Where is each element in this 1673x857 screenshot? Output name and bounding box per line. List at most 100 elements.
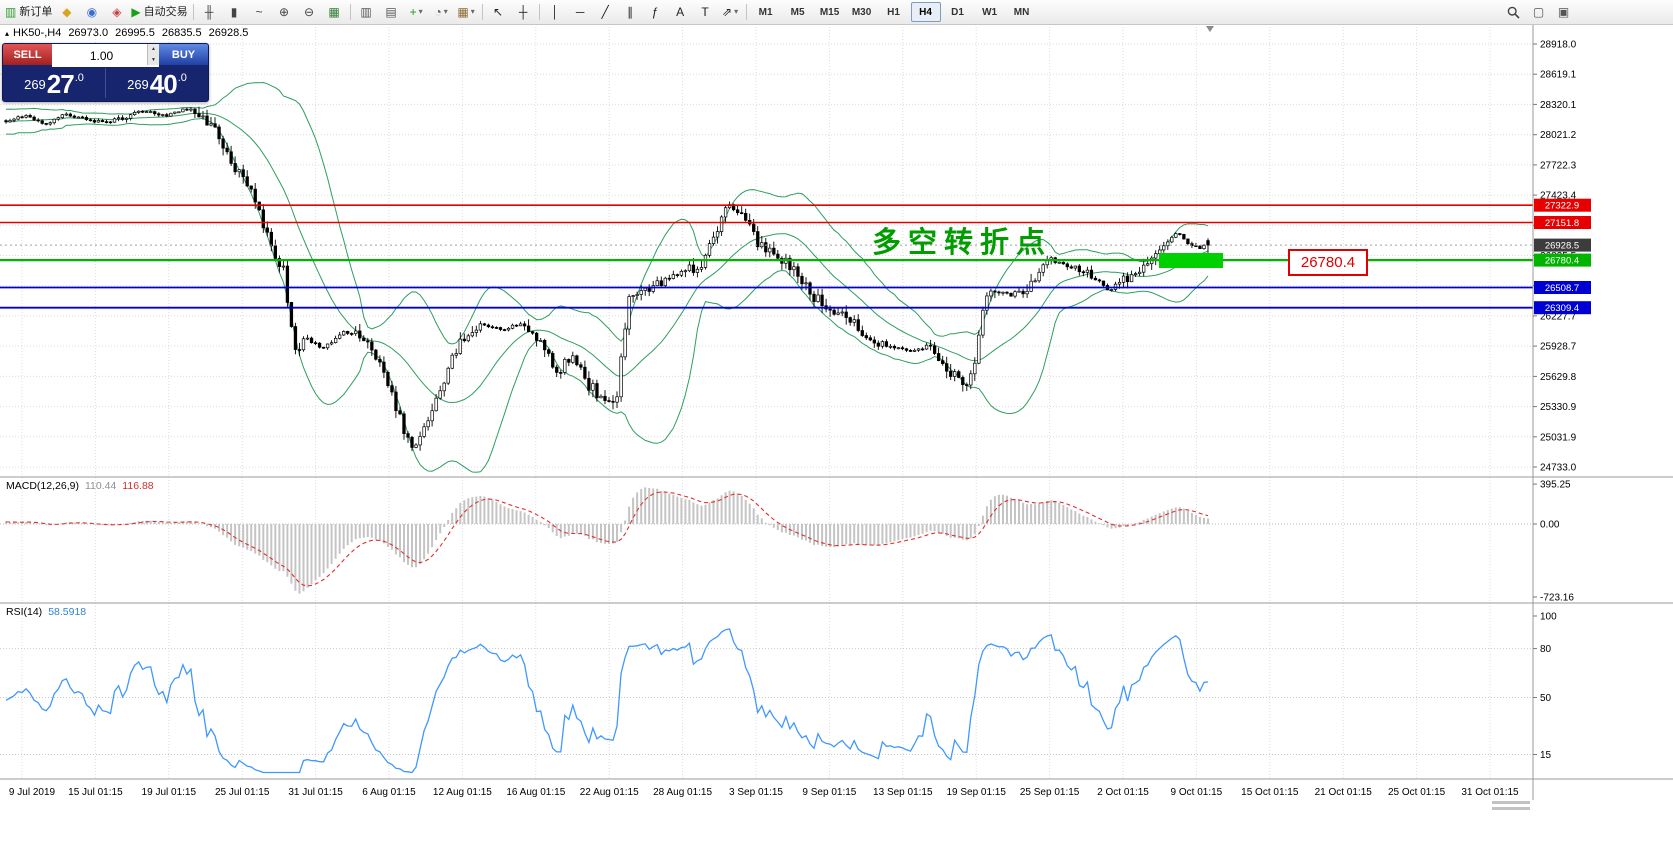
price-tag [1534, 198, 1591, 212]
text-button[interactable]: A [668, 2, 693, 22]
candles-mode-button[interactable]: ▮ [222, 2, 247, 22]
volume-down-button[interactable]: ▼ [148, 54, 159, 65]
chart-title: ▴ HK50-,H4 26973.0 26995.5 26835.5 26928… [5, 27, 248, 39]
window-list-button[interactable]: ▣ [1551, 2, 1576, 22]
price-axis-label: 28021.2 [1540, 130, 1577, 141]
price-tag-label: 26508.7 [1545, 283, 1579, 294]
candles-mode-icon: ▮ [230, 5, 238, 19]
rsi-axis-label: 50 [1540, 693, 1552, 704]
volume-input[interactable] [52, 44, 159, 67]
templates-icon: ▦ [457, 5, 469, 19]
channel-button[interactable]: ∥ [618, 2, 643, 22]
time-axis-label: 13 Sep 01:15 [873, 787, 933, 798]
autotrading-button[interactable]: ▶ 自动交易 [129, 2, 189, 22]
macd-value-signal: 116.88 [122, 480, 154, 492]
macd-name: MACD(12,26,9) [6, 480, 79, 492]
horizontal-line-button[interactable]: ─ [568, 2, 593, 22]
price-axis-label: 28918.0 [1540, 40, 1577, 51]
rsi-axis-label: 100 [1540, 612, 1557, 623]
new-window-icon: ▢ [1532, 5, 1545, 19]
time-axis-label: 16 Aug 01:15 [506, 787, 565, 798]
price-tag [1534, 238, 1591, 252]
one-click-collapse-icon[interactable]: ▴ [5, 28, 10, 38]
time-axis-label: 19 Jul 01:15 [142, 787, 197, 798]
volume-up-button[interactable]: ▲ [148, 44, 159, 55]
search-button[interactable] [1501, 2, 1526, 22]
timeframe-w1-button[interactable]: W1 [982, 6, 998, 18]
rsi-axis-label: 15 [1540, 750, 1552, 761]
toolbar-separator [192, 4, 194, 20]
metaeditor-button[interactable]: ◆ [54, 2, 79, 22]
chart-shift-button[interactable]: ▤ [379, 2, 404, 22]
turning-point-annotation: 多空转折点 [872, 227, 1053, 259]
shapes-button[interactable]: ⇗ ▾ [718, 2, 743, 22]
price-axis-label: 24733.0 [1540, 463, 1577, 474]
price-axis-label: 28320.1 [1540, 100, 1577, 111]
price-axis-label: 25928.7 [1540, 342, 1577, 353]
zoom-out-button[interactable]: ⊖ [297, 2, 322, 22]
scroll-grip[interactable] [1492, 801, 1530, 810]
shift-marker-icon[interactable] [1206, 26, 1214, 32]
chart-shift-icon: ▤ [385, 5, 397, 19]
indicators-button[interactable]: + ▾ [404, 2, 429, 22]
crosshair-button[interactable]: ┼ [511, 2, 536, 22]
sell-button[interactable]: SELL [3, 44, 52, 65]
timeframe-h1-button[interactable]: H1 [887, 6, 900, 18]
ohlc-low: 26835.5 [161, 27, 202, 39]
bars-mode-button[interactable]: ╫ [197, 2, 222, 22]
horizontal-line-icon: ─ [575, 5, 585, 19]
toolbar-right: ▢ ▣ [1501, 2, 1576, 22]
toolbar-separator [481, 4, 483, 20]
timeframe-m5-button[interactable]: M5 [790, 6, 805, 18]
timeframe-m30-button[interactable]: M30 [851, 6, 872, 18]
caret-down-icon: ▾ [470, 7, 475, 16]
price-flag-label: 26780.4 [1288, 249, 1368, 276]
sell-price[interactable]: 269 27.0 [3, 65, 105, 101]
buy-button[interactable]: BUY [159, 44, 208, 65]
vertical-line-button[interactable]: │ [543, 2, 568, 22]
macd-histogram [5, 487, 1209, 594]
timeframe-toolbar: M1 M5 M15 M30 H1 H4 D1 W1 MN [750, 0, 1038, 24]
zoom-in-button[interactable]: ⊕ [272, 2, 297, 22]
price-axis-label: 27722.3 [1540, 160, 1577, 171]
buy-price-prefix: 269 [127, 76, 149, 92]
timeframe-m15-button[interactable]: M15 [819, 6, 840, 18]
toolbar: ▥ 新订单 ◆ ◉ ◈ ▶ 自动交易 ╫ ▮ ~ ⊕ ⊖ ▦ ▥ ▤ + ▾ ◔ ▾ ▦ ▾ ↖ ┼ │ ─ ╱ ∥ ƒ A T ⇗ ▾ M1… [0, 0, 1673, 25]
macd-value-main: 110.44 [84, 480, 117, 492]
profiles-button[interactable]: ◉ [79, 2, 104, 22]
time-axis-label: 15 Oct 01:15 [1241, 787, 1299, 798]
fibonacci-button[interactable]: ƒ [643, 2, 668, 22]
text-icon: A [676, 5, 685, 19]
timeframe-mn-button[interactable]: MN [1013, 6, 1030, 18]
market-watch-icon: ◈ [112, 5, 122, 19]
sell-price-big: 27 [46, 69, 75, 99]
line-mode-button[interactable]: ~ [247, 2, 272, 22]
cursor-button[interactable]: ↖ [486, 2, 511, 22]
templates-button[interactable]: ▦ ▾ [454, 2, 479, 22]
market-watch-button[interactable]: ◈ [104, 2, 129, 22]
periods-button[interactable]: ◔ ▾ [429, 2, 454, 22]
tile-windows-icon: ▦ [328, 5, 340, 19]
new-order-button[interactable]: ▥ 新订单 [3, 2, 54, 22]
price-tag-label: 27322.9 [1545, 201, 1579, 212]
label-icon: T [701, 5, 709, 19]
buy-price[interactable]: 269 40.0 [106, 65, 208, 101]
new-window-button[interactable]: ▢ [1526, 2, 1551, 22]
time-axis-label: 12 Aug 01:15 [433, 787, 492, 798]
macd-axis-label: 395.25 [1540, 480, 1571, 491]
rsi-indicator [0, 628, 1533, 774]
auto-scroll-button[interactable]: ▥ [354, 2, 379, 22]
fibonacci-icon: ƒ [651, 5, 659, 19]
time-axis-label: 21 Oct 01:15 [1315, 787, 1373, 798]
timeframe-d1-button[interactable]: D1 [951, 6, 964, 18]
price-tag-label: 26309.4 [1545, 303, 1579, 314]
timeframe-m1-button[interactable]: M1 [758, 6, 773, 18]
time-axis-label: 15 Jul 01:15 [68, 787, 123, 798]
label-button[interactable]: T [693, 2, 718, 22]
volume-spinner: ▲ ▼ [147, 44, 159, 65]
tile-windows-button[interactable]: ▦ [322, 2, 347, 22]
zoom-in-icon: ⊕ [279, 5, 290, 19]
timeframe-h4-button[interactable]: H4 [910, 2, 941, 22]
trendline-button[interactable]: ╱ [593, 2, 618, 22]
